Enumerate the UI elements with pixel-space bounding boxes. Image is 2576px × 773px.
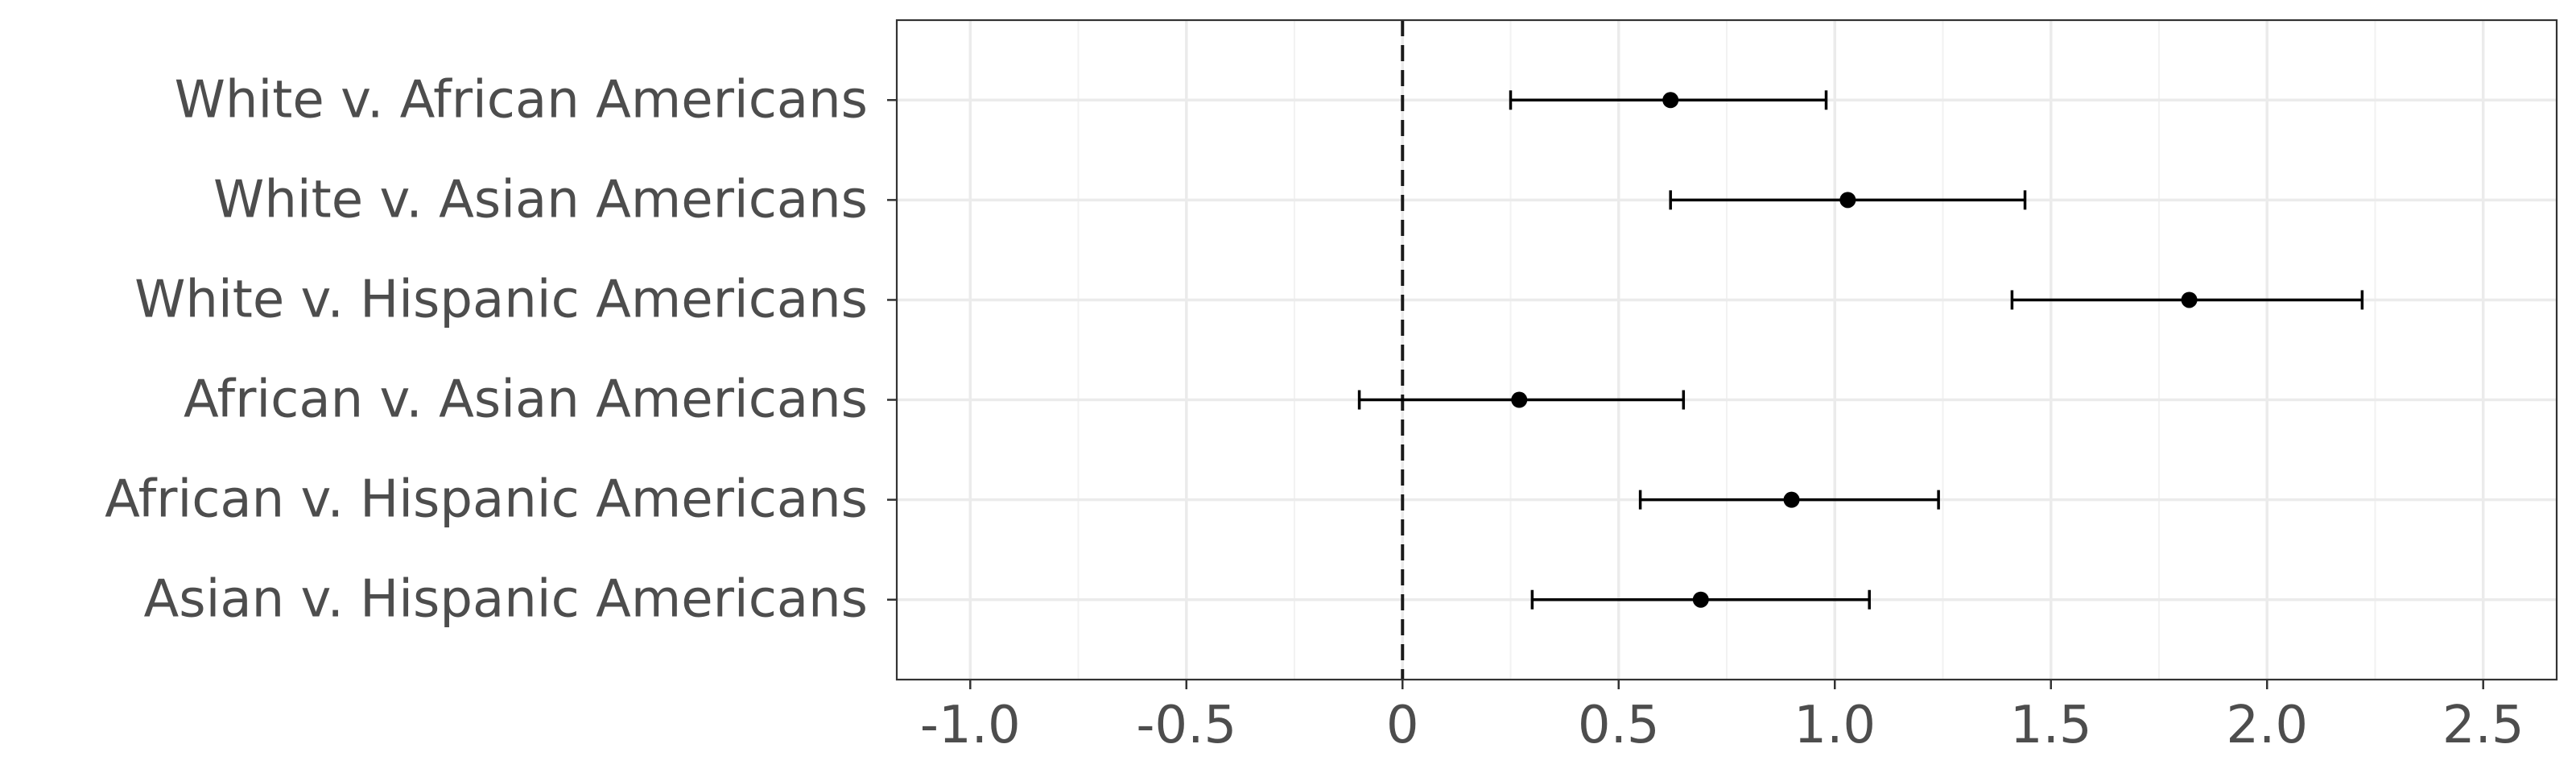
estimate-point	[1662, 92, 1679, 109]
y-tick-label: African v. Asian Americans	[184, 370, 868, 430]
estimate-point	[1839, 192, 1856, 209]
y-tick-label: White v. Hispanic Americans	[134, 270, 868, 329]
y-tick-label: White v. African Americans	[175, 70, 868, 130]
x-tick-label: 0	[1386, 696, 1419, 755]
estimate-point	[2181, 291, 2198, 308]
estimate-point	[1783, 491, 1800, 508]
panel-border	[895, 19, 2558, 681]
y-tick-label: White v. Asian Americans	[213, 170, 868, 229]
x-tick-label: 2.5	[2442, 696, 2524, 755]
estimate-point	[1692, 591, 1709, 608]
estimate-point	[1511, 391, 1528, 408]
x-tick-label: -0.5	[1136, 696, 1236, 755]
x-tick-label: -1.0	[920, 696, 1021, 755]
axis-layer: White v. African Americans White v. Asian…	[105, 70, 2524, 755]
y-tick-label: African v. Hispanic Americans	[105, 470, 868, 530]
x-tick-label: 0.5	[1578, 696, 1660, 755]
x-tick-label: 1.0	[1794, 696, 1876, 755]
x-tick-label: 1.5	[2010, 696, 2092, 755]
x-tick-label: 2.0	[2226, 696, 2308, 755]
marks-layer	[1357, 90, 2364, 610]
y-tick-label: Asian v. Hispanic Americans	[144, 570, 869, 630]
grid-layer	[897, 20, 2557, 680]
